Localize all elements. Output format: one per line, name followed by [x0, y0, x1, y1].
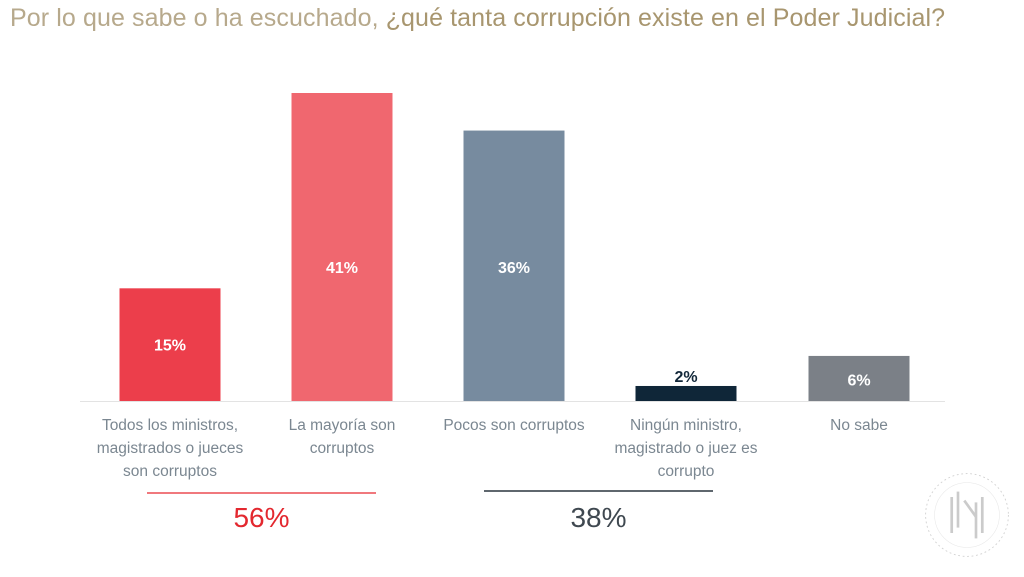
- category-label-line: magistrados o jueces: [96, 440, 244, 457]
- category-label-line: La mayoría son: [288, 417, 396, 434]
- group-total: 38%: [570, 502, 627, 533]
- category-label-line: corrupto: [657, 463, 715, 480]
- category-label-line: Pocos son corruptos: [443, 417, 585, 434]
- data-label: 36%: [498, 260, 530, 277]
- category-label: Pocos son corruptos: [429, 414, 599, 437]
- group-total: 56%: [233, 502, 290, 533]
- chart-title: Por lo que sabe o ha escuchado, ¿qué tan…: [10, 4, 945, 33]
- data-label: 41%: [326, 260, 358, 277]
- category-label-line: Todos los ministros,: [101, 417, 239, 434]
- bar: [291, 93, 393, 401]
- category-label-line: Ningún ministro,: [630, 417, 742, 434]
- category-label: Ningún ministro, magistrado o juez es corr…: [601, 414, 771, 483]
- title-question: ¿qué tanta corrupción existe en el Poder…: [385, 4, 946, 32]
- title-lead: Por lo que sabe o ha escuchado,: [10, 4, 386, 32]
- category-label: Todos los ministros, magistrados o jueces…: [85, 414, 255, 483]
- data-label: 6%: [847, 372, 870, 389]
- bar: [463, 130, 565, 401]
- category-label-line: magistrado o juez es: [614, 440, 758, 457]
- category-label-line: No sabe: [830, 417, 888, 434]
- data-label: 2%: [674, 369, 697, 386]
- group-bracket-line: [147, 492, 376, 494]
- pollster-seal-logo-icon: [925, 473, 1009, 557]
- group-bracket-line: [484, 490, 713, 492]
- bar: [119, 288, 221, 401]
- category-label-line: son corruptos: [123, 463, 217, 480]
- bar: [635, 385, 737, 401]
- category-label: La mayoría son corruptos: [257, 414, 427, 460]
- category-label: No sabe: [774, 414, 944, 437]
- data-label: 15%: [154, 338, 186, 355]
- bar: [808, 355, 910, 401]
- category-label-line: corruptos: [309, 440, 375, 457]
